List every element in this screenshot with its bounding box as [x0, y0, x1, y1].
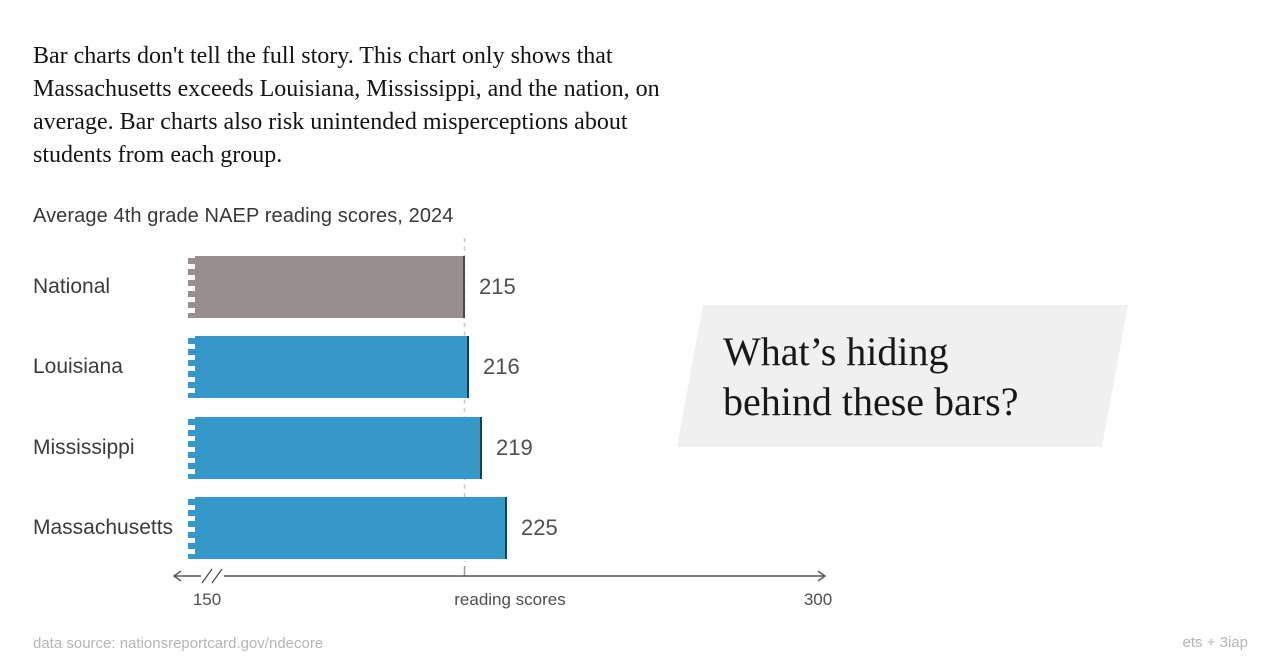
intro-line: Massachusetts exceeds Louisiana, Mississ… — [33, 76, 660, 102]
bar-fill — [195, 497, 507, 559]
category-label: Louisiana — [33, 355, 123, 378]
intro-line: students from each group. — [33, 142, 283, 168]
axis-break-icon — [211, 568, 223, 584]
value-label: 215 — [479, 274, 516, 299]
value-label: 216 — [483, 354, 520, 379]
callout-text: What’s hiding behind these bars? — [723, 327, 1018, 427]
intro-paragraph: Bar charts don't tell the full story. Th… — [33, 40, 660, 172]
bar — [188, 256, 465, 318]
axis-arrow-right-icon — [817, 570, 827, 582]
bar-broken-edge — [188, 336, 195, 398]
x-axis-title: reading scores — [454, 590, 566, 609]
bar-broken-edge — [188, 256, 195, 318]
intro-line: Bar charts don't tell the full story. Th… — [33, 43, 613, 69]
category-label: Massachusetts — [33, 516, 174, 539]
author-credit: ets + 3iap — [1182, 634, 1248, 651]
data-source-credit: data source: nationsreportcard.gov/ndeco… — [33, 635, 324, 652]
bar — [188, 497, 507, 559]
category-label: National — [33, 275, 111, 298]
value-label: 225 — [521, 515, 558, 540]
axis-arrow-left-icon — [172, 570, 182, 582]
bar-fill — [195, 417, 482, 479]
callout-line: behind these bars? — [723, 379, 1019, 424]
x-tick-label-max: 300 — [803, 590, 833, 609]
bar-fill — [195, 256, 465, 318]
category-label: Mississippi — [33, 436, 135, 459]
bar — [188, 336, 469, 398]
axis-break-icon — [201, 568, 213, 584]
bar-fill — [195, 336, 469, 398]
bar — [188, 417, 482, 479]
intro-line: average. Bar charts also risk unintended… — [33, 109, 628, 135]
value-label: 219 — [496, 435, 533, 460]
bar-broken-edge — [188, 497, 195, 559]
chart-title: Average 4th grade NAEP reading scores, 2… — [33, 205, 454, 227]
x-tick-label-min: 150 — [192, 590, 222, 609]
bar-broken-edge — [188, 417, 195, 479]
callout-line: What’s hiding — [723, 329, 949, 374]
